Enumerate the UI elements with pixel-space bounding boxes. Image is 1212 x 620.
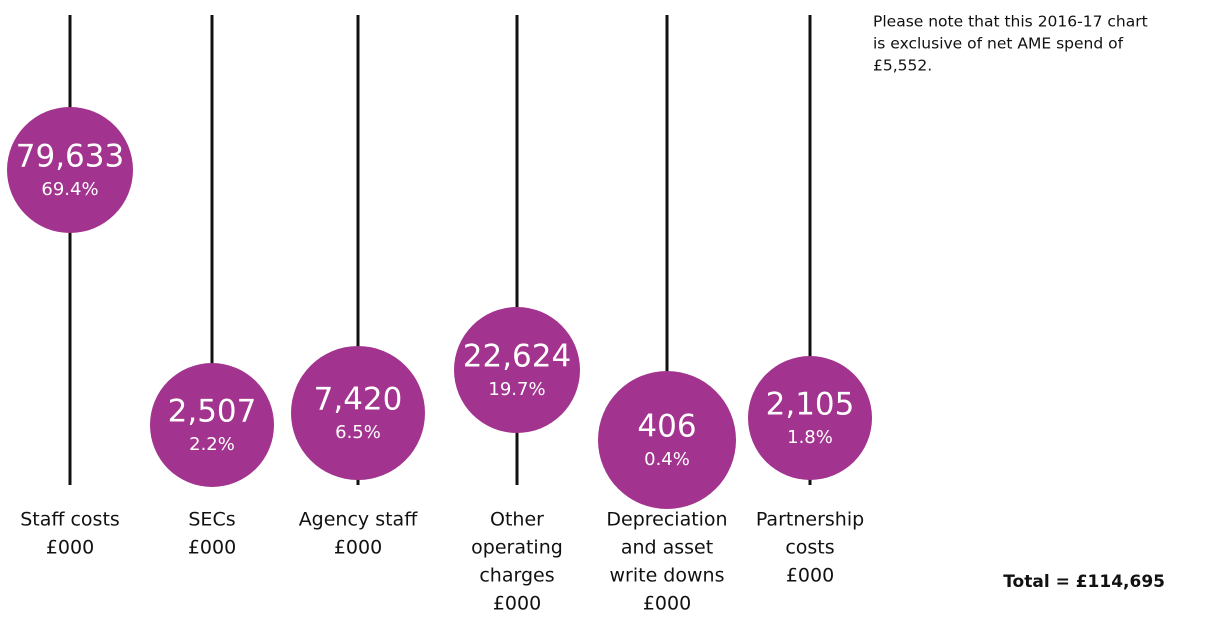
value-label: 2,507 [168,394,257,430]
share-label: 69.4% [41,179,98,200]
bubble [7,107,133,233]
share-label: 0.4% [644,449,690,470]
category-label: Partnership [756,509,864,531]
category-label: write downs [610,565,725,587]
note: Please note that this 2016-17 chart [873,13,1148,31]
value-label: 7,420 [314,382,403,418]
category-label: charges [479,565,554,587]
category-label: SECs [188,509,235,531]
category-label: Depreciation [606,509,727,531]
category-label: £000 [786,565,834,587]
category-label: Agency staff [299,509,419,531]
category-label: Staff costs [20,509,120,531]
category-label: £000 [188,537,236,559]
category-label: operating [471,537,563,559]
share-label: 2.2% [189,434,235,455]
share-label: 6.5% [335,422,381,443]
bubble [150,363,274,487]
category-label: £000 [643,593,691,615]
category-label: Other [490,509,544,531]
category-label: £000 [46,537,94,559]
note: £5,552. [873,57,932,75]
share-label: 19.7% [488,379,545,400]
category-label: £000 [493,593,541,615]
category-label: costs [785,537,834,559]
value-label: 79,633 [16,139,124,175]
value-label: 406 [637,409,696,445]
share-label: 1.8% [787,427,833,448]
value-label: 2,105 [766,387,855,423]
category-label: £000 [334,537,382,559]
category-label: and asset [621,537,713,559]
bubble [454,307,580,433]
bubble [291,346,425,480]
bubble [748,356,872,480]
bubble [598,371,736,509]
note: is exclusive of net AME spend of [873,35,1124,53]
value-label: 22,624 [463,339,571,375]
total: Total = £114,695 [1003,572,1165,592]
